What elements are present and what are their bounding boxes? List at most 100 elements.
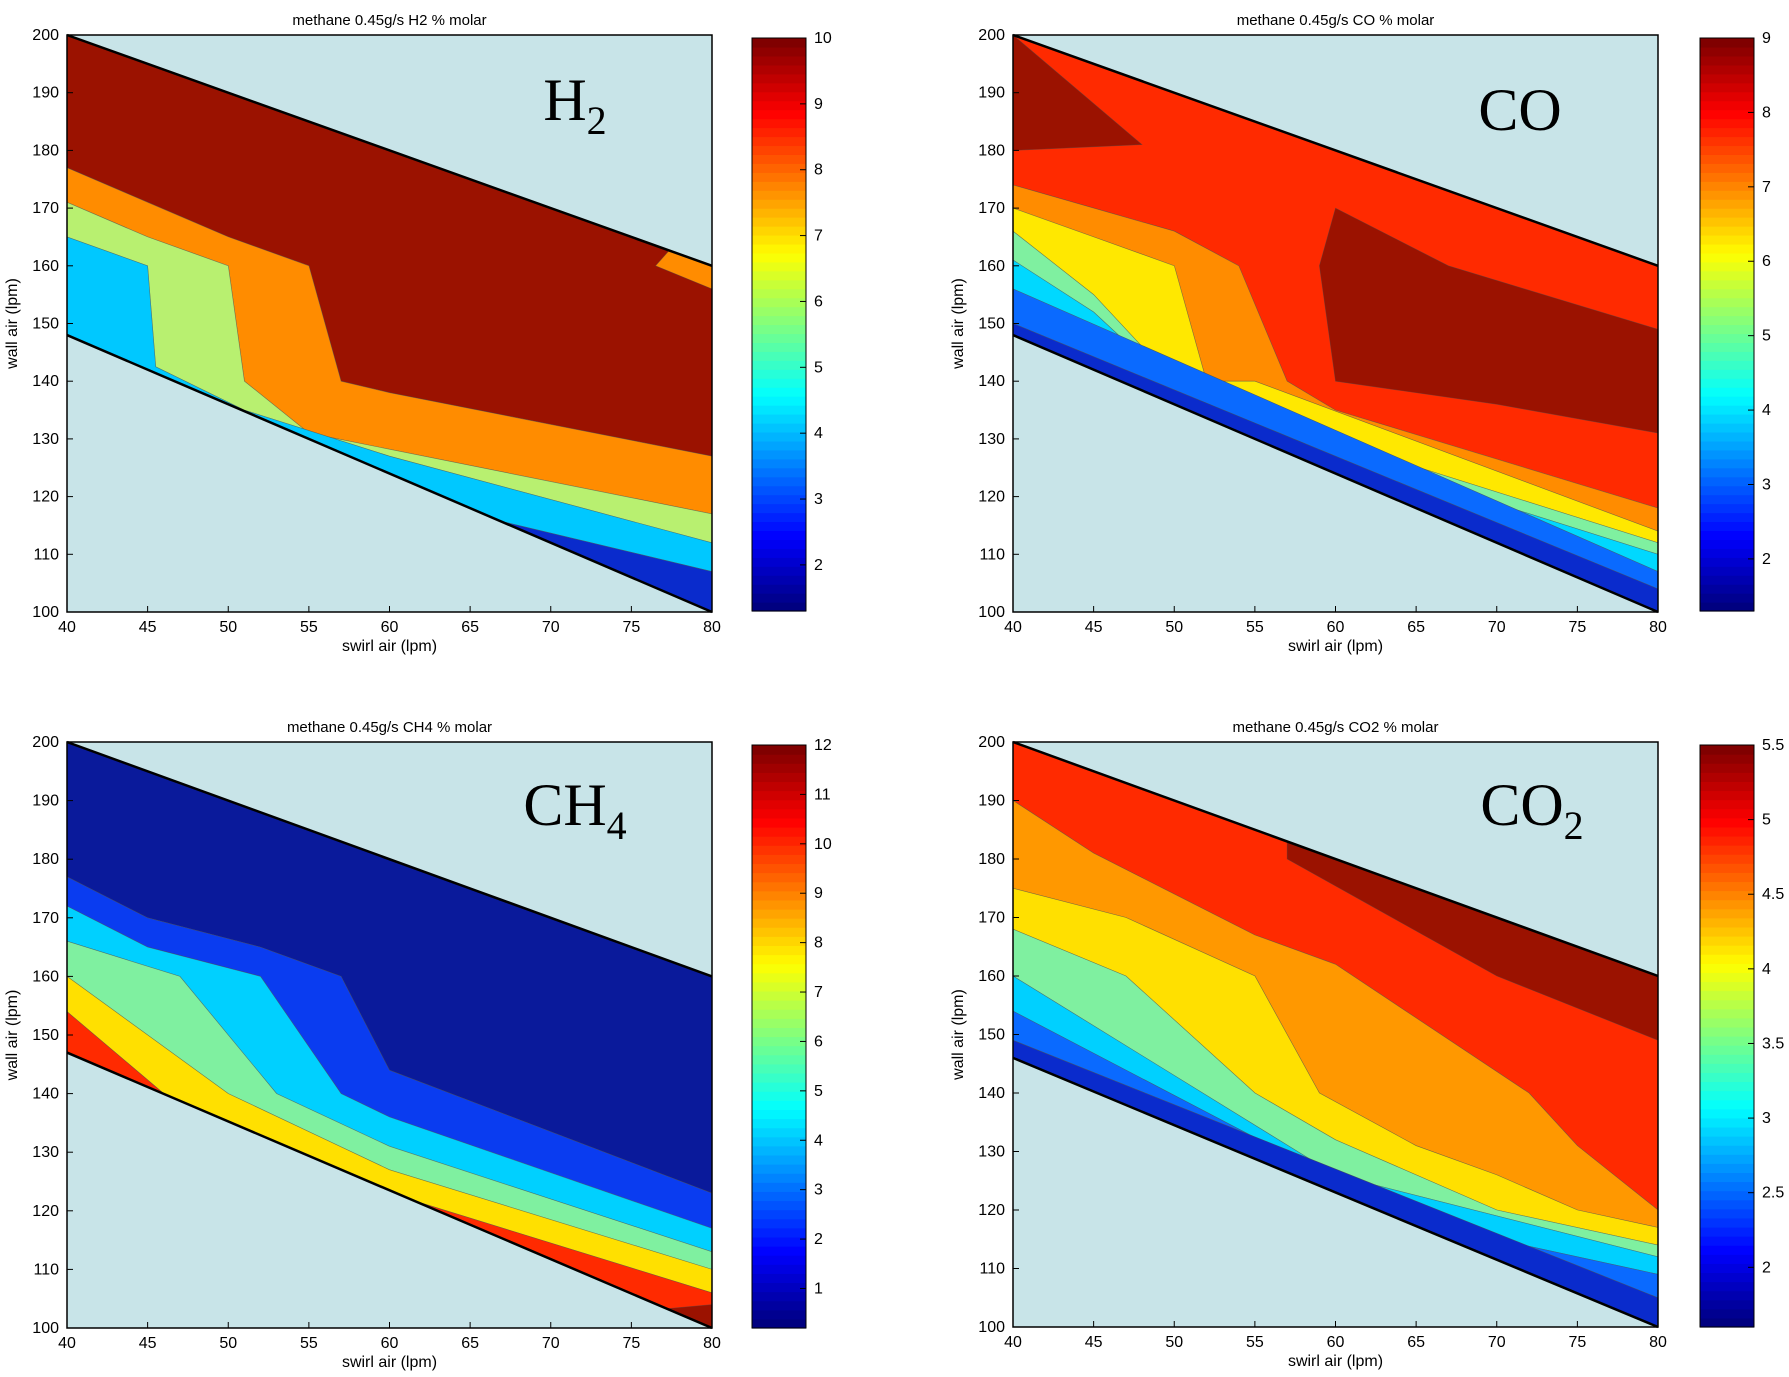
colorbar-cell	[752, 485, 806, 496]
colorbar-cell	[1700, 881, 1754, 892]
colorbar-cell	[752, 826, 806, 837]
colorbar-cell	[752, 396, 806, 406]
colorbar-cell	[752, 954, 806, 965]
colorbar-cell	[1700, 972, 1754, 983]
colorbar-tick-label: 2.5	[1762, 1185, 1784, 1202]
x-tick-label: 75	[1568, 1334, 1586, 1351]
colorbar-cell	[1700, 1226, 1754, 1237]
colorbar-tick-label: 8	[814, 162, 823, 179]
y-axis-label: wall air (lpm)	[4, 278, 21, 370]
colorbar-cell	[752, 1273, 806, 1284]
colorbar-cell	[752, 548, 806, 558]
x-tick-label: 55	[1246, 1334, 1264, 1351]
x-tick-label: 40	[58, 619, 76, 636]
y-tick-label: 150	[978, 316, 1005, 333]
y-tick-label: 120	[32, 1203, 59, 1220]
y-tick-label: 120	[978, 1202, 1005, 1219]
x-tick-label: 45	[1085, 619, 1103, 636]
colorbar-cell	[752, 863, 806, 874]
colorbar-cell	[752, 1173, 806, 1183]
x-tick-label: 60	[381, 1335, 399, 1352]
colorbar-cell	[1700, 243, 1754, 254]
contour-band-7	[1013, 288, 1658, 590]
y-tick-label: 190	[978, 85, 1005, 102]
colorbar-cell	[1700, 1026, 1754, 1037]
colorbar-cell	[1700, 190, 1754, 200]
y-tick-label: 150	[32, 316, 59, 333]
y-axis-label: wall air (lpm)	[4, 990, 21, 1082]
colorbar-cell	[1700, 1081, 1754, 1092]
x-tick-label: 65	[1407, 619, 1425, 636]
colorbar-cell	[752, 181, 806, 191]
x-tick-label: 65	[461, 619, 479, 636]
colorbar-cell	[752, 82, 806, 93]
x-tick-label: 50	[1165, 1334, 1183, 1351]
colorbar-cell	[752, 990, 806, 1001]
y-tick-label: 180	[32, 851, 59, 868]
colorbar-tick-label: 1	[814, 1280, 823, 1297]
colorbar-cell	[752, 387, 806, 397]
y-tick-label: 150	[978, 1027, 1005, 1044]
colorbar-cell	[752, 38, 806, 48]
colorbar-cell	[1700, 261, 1754, 272]
colorbar-cell	[752, 981, 806, 992]
colorbar-tick-label: 9	[1762, 30, 1771, 47]
colorbar-cell	[752, 790, 806, 801]
colorbar-cell	[752, 1318, 806, 1329]
upper-boundary-line	[66, 33, 713, 267]
colorbar-cell	[1700, 458, 1754, 469]
colorbar-cell	[1700, 557, 1754, 567]
colorbar-cell	[1700, 926, 1754, 937]
colorbar-cell	[1700, 431, 1754, 442]
colorbar-cell	[1700, 899, 1754, 910]
y-tick-label: 160	[32, 968, 59, 985]
colorbar-cell	[752, 1154, 806, 1165]
y-tick-label: 120	[978, 489, 1005, 506]
x-tick-label: 70	[1488, 1334, 1506, 1351]
x-tick-label: 70	[1488, 619, 1506, 636]
colorbar-cell	[752, 127, 806, 138]
colorbar-cell	[752, 378, 806, 388]
colorbar-cell	[752, 360, 806, 370]
x-tick-label: 55	[1246, 619, 1264, 636]
y-tick-label: 140	[32, 373, 59, 390]
x-tick-label: 45	[1085, 1334, 1103, 1351]
x-tick-label: 70	[542, 619, 560, 636]
colorbar-cell	[752, 369, 806, 379]
colorbar-cell	[1700, 351, 1754, 361]
colorbar-cell	[1700, 270, 1754, 281]
colorbar-cell	[1700, 981, 1754, 992]
colorbar-cell	[752, 422, 806, 433]
colorbar-tick-label: 5	[1762, 812, 1771, 829]
colorbar-cell	[752, 270, 806, 281]
y-tick-label: 130	[978, 1144, 1005, 1161]
colorbar-tick-label: 6	[1762, 253, 1771, 270]
colorbar-cell	[752, 1255, 806, 1265]
colorbar-cell	[752, 1191, 806, 1202]
chart-title: methane 0.45g/s CH4 % molar	[287, 719, 492, 736]
x-tick-label: 75	[622, 1335, 640, 1352]
colorbar-cell	[1700, 1281, 1754, 1292]
colorbar-tick-label: 5	[814, 359, 823, 376]
colorbar-cell	[1700, 745, 1754, 755]
y-axis-label: wall air (lpm)	[950, 989, 967, 1081]
panel-co: 40 45 50 55 60 65 70 75 801001101201301401501601…	[950, 12, 1771, 655]
colorbar-cell	[1700, 485, 1754, 496]
x-tick-label: 65	[461, 1335, 479, 1352]
colorbar-cell	[1700, 467, 1754, 478]
colorbar-cell	[752, 754, 806, 764]
colorbar-cell	[1700, 963, 1754, 973]
colorbar-cell	[1700, 754, 1754, 764]
contour-band-2	[1319, 207, 1658, 434]
colorbar-cell	[752, 593, 806, 603]
colorbar-cell	[752, 799, 806, 810]
colorbar-cell	[752, 405, 806, 415]
colorbar-cell	[1700, 378, 1754, 388]
colorbar-cell	[752, 945, 806, 956]
colorbar-cell	[752, 297, 806, 308]
contour-band-8	[1013, 323, 1658, 612]
colorbar-cell	[1700, 234, 1754, 245]
colorbar-cell	[752, 136, 806, 147]
colorbar-cell	[1700, 503, 1754, 514]
